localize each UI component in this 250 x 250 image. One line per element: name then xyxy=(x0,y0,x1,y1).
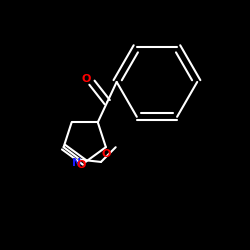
Text: O: O xyxy=(81,74,90,84)
Text: O: O xyxy=(77,160,86,170)
Text: O: O xyxy=(101,149,110,159)
Text: N: N xyxy=(72,158,81,168)
